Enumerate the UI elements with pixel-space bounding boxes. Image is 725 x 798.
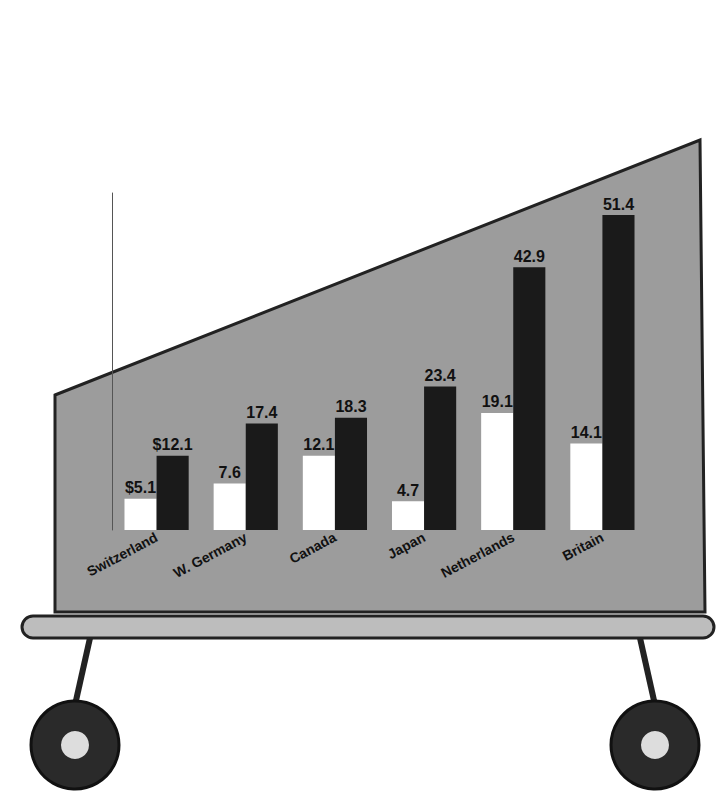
svg-text:$12.1: $12.1 (153, 436, 193, 453)
svg-text:42.9: 42.9 (514, 248, 545, 265)
svg-text:7.6: 7.6 (219, 464, 241, 481)
svg-text:18.3: 18.3 (335, 398, 366, 415)
svg-text:51.4: 51.4 (603, 196, 634, 213)
svg-text:12.1: 12.1 (303, 436, 334, 453)
svg-text:Britain: Britain (560, 529, 607, 564)
svg-text:14.1: 14.1 (571, 424, 602, 441)
svg-text:Japan: Japan (385, 529, 428, 562)
svg-text:Canada: Canada (287, 529, 339, 567)
svg-text:W. Germany: W. Germany (171, 529, 250, 581)
svg-text:Netherlands: Netherlands (438, 529, 517, 581)
svg-text:Switzerland: Switzerland (84, 529, 160, 580)
svg-text:19.1: 19.1 (482, 393, 513, 410)
svg-text:4.7: 4.7 (397, 482, 419, 499)
svg-text:17.4: 17.4 (246, 404, 277, 421)
svg-text:$5.1: $5.1 (125, 479, 156, 496)
svg-text:23.4: 23.4 (425, 367, 456, 384)
